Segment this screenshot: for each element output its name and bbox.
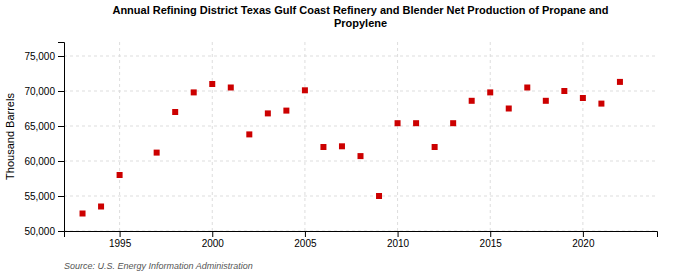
y-tick-label: 50,000: [24, 226, 55, 237]
point: [98, 204, 104, 210]
point: [358, 153, 364, 159]
point: [506, 106, 512, 112]
x-tick: 2020: [572, 231, 595, 249]
x-axis-line: [65, 232, 658, 238]
point: [320, 144, 326, 150]
title: Annual Refining District Texas Gulf Coas…: [112, 4, 608, 29]
point: [432, 144, 438, 150]
y-tick-label: 65,000: [24, 121, 55, 132]
x-tick-label: 1995: [109, 238, 132, 249]
point: [172, 109, 178, 115]
y-tick-label: 70,000: [24, 86, 55, 97]
point: [283, 108, 289, 114]
point: [80, 211, 86, 217]
point: [209, 81, 215, 87]
x-tick: 2015: [480, 231, 503, 249]
x-tick-label: 2010: [387, 238, 410, 249]
y-tick-mark: [58, 56, 64, 57]
grid-line: [64, 196, 657, 197]
y-tick: 65,000: [24, 121, 64, 132]
grid-line: [212, 42, 213, 231]
grid-line: [64, 56, 657, 57]
y-tick-mark: [58, 196, 64, 197]
x-tick-mark: [398, 231, 399, 237]
x-tick: 2010: [387, 231, 410, 249]
y-tick-label: 55,000: [24, 191, 55, 202]
y-tick-label: 75,000: [24, 51, 55, 62]
grid-line: [304, 42, 305, 231]
point: [543, 98, 549, 104]
x-tick-mark: [305, 231, 306, 237]
x-tick-mark: [583, 231, 584, 237]
x-tick: 1995: [109, 231, 132, 249]
point: [191, 89, 197, 95]
y-tick-mark: [58, 126, 64, 127]
x-tick-mark: [212, 231, 213, 237]
x-tick-mark: [120, 231, 121, 237]
point: [450, 120, 456, 126]
y-tick: 55,000: [24, 191, 64, 202]
point: [246, 131, 252, 137]
y-tick-mark: [58, 231, 64, 232]
point: [117, 172, 123, 178]
y-tick: 75,000: [24, 51, 64, 62]
point: [154, 150, 160, 156]
x-axis: 1995 2000 2005 2010 2015 2020: [65, 231, 658, 249]
point: [376, 193, 382, 199]
point: [524, 85, 530, 91]
point: [598, 101, 604, 107]
y-axis-title: Thousand Barrels: [4, 93, 16, 180]
y-tick: 50,000: [24, 226, 64, 237]
point: [561, 88, 567, 94]
x-tick-label: 2000: [202, 238, 225, 249]
x-tick-label: 2020: [572, 238, 595, 249]
grid-line: [119, 42, 120, 231]
chart: 1995 2000 2005 2010 2015 2020 50,000 55,000 60,0…: [0, 0, 675, 275]
y-axis-line: [58, 43, 65, 232]
point: [617, 79, 623, 85]
point: [339, 143, 345, 149]
point: [487, 89, 493, 95]
grid-line: [64, 91, 657, 92]
x-tick-mark: [490, 231, 491, 237]
point: [395, 120, 401, 126]
y-tick-label: 60,000: [24, 156, 55, 167]
point: [413, 120, 419, 126]
y-axis: 50,000 55,000 60,000 65,000 70,000 75,000: [24, 43, 64, 237]
point: [302, 87, 308, 93]
y-tick-mark: [58, 161, 64, 162]
point: [469, 98, 475, 104]
y-tick: 70,000: [24, 86, 64, 97]
grid-line: [64, 161, 657, 162]
x-tick: 2005: [294, 231, 317, 249]
x-tick: 2000: [202, 231, 225, 249]
x-tick-label: 2015: [480, 238, 503, 249]
source-note: Source: U.S. Energy Information Administ…: [64, 261, 253, 271]
point: [265, 110, 271, 116]
grid: [64, 42, 657, 231]
x-tick-label: 2005: [294, 238, 317, 249]
grid-line: [397, 42, 398, 231]
y-tick: 60,000: [24, 156, 64, 167]
y-tick-mark: [58, 91, 64, 92]
points: [80, 79, 623, 217]
grid-line: [582, 42, 583, 231]
grid-line: [64, 126, 657, 127]
point: [580, 95, 586, 101]
point: [228, 85, 234, 91]
grid-line: [490, 42, 491, 231]
